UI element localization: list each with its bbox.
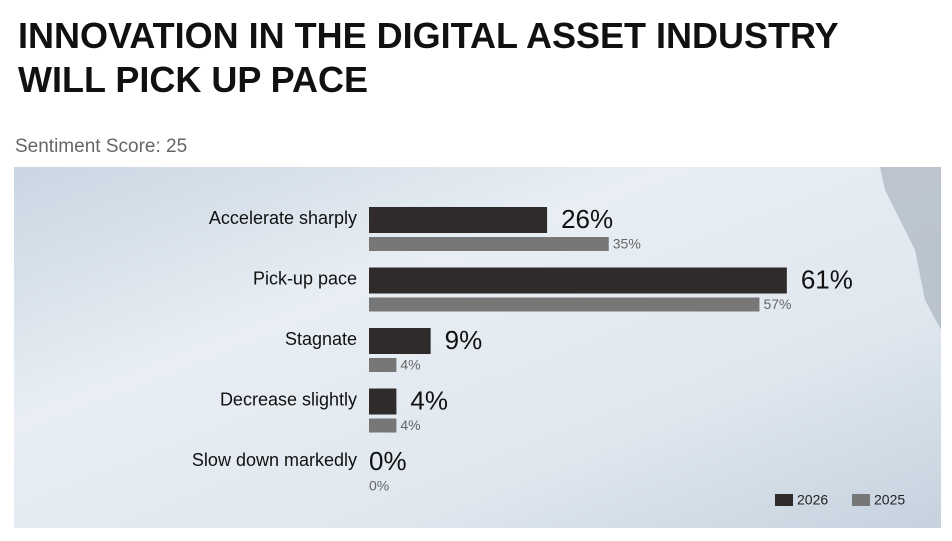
value-label: 4%: [400, 417, 420, 433]
legend-swatch: [775, 494, 793, 506]
bar: [369, 358, 397, 372]
background-rock: [880, 167, 941, 330]
value-label: 9%: [445, 325, 483, 355]
category-label: Stagnate: [285, 329, 357, 349]
value-label: 57%: [763, 296, 791, 312]
bar: [369, 237, 609, 251]
value-label: 4%: [400, 357, 420, 373]
legend-label: 2025: [874, 492, 905, 508]
bar: [369, 328, 431, 354]
legend-label: 2026: [797, 492, 828, 508]
value-label: 0%: [369, 478, 389, 494]
bar: [369, 207, 548, 233]
value-label: 26%: [561, 204, 613, 234]
bar: [369, 267, 787, 294]
value-label: 0%: [369, 446, 407, 476]
chart-subtitle: Sentiment Score: 25: [15, 136, 188, 157]
category-label: Accelerate sharply: [209, 208, 357, 228]
value-label: 4%: [410, 385, 448, 415]
chart-title: INNOVATION IN THE DIGITAL ASSET INDUSTRY…: [18, 15, 839, 100]
bar: [369, 388, 397, 415]
value-label: 61%: [801, 264, 853, 294]
value-label: 35%: [613, 236, 641, 252]
bar: [369, 297, 760, 312]
bar: [369, 418, 397, 433]
category-label: Slow down markedly: [192, 450, 357, 470]
legend-swatch: [852, 494, 870, 506]
category-label: Pick-up pace: [253, 268, 357, 288]
category-label: Decrease slightly: [220, 389, 357, 409]
